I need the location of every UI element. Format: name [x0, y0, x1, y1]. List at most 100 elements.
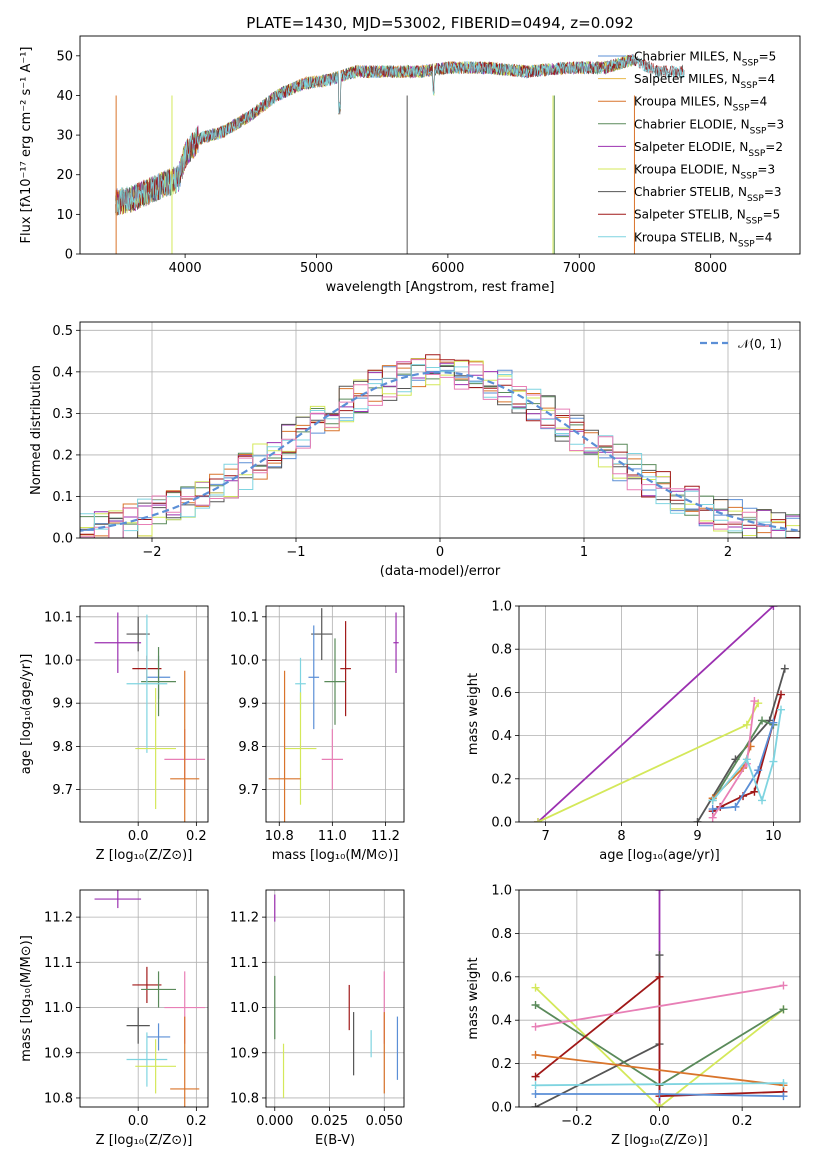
mass_vs_ebv-plot-area — [274, 894, 399, 1098]
mass-weight-marker — [531, 1072, 540, 1081]
spectrum-xtick-label: 7000 — [563, 261, 596, 276]
mass-weight-marker — [758, 716, 767, 725]
massweight_vs_Z-ytick-label: 0.4 — [491, 1014, 512, 1029]
massweight_vs_age-frame — [518, 605, 801, 823]
massweight_vs_age-ytick-label: 0.8 — [491, 643, 512, 658]
mass_vs_Z-plot-area — [94, 890, 206, 1107]
age_vs_mass-xtick-label: 10.8 — [265, 829, 294, 844]
mass_vs_ebv-frame — [265, 889, 405, 1108]
mass-weight-marker — [731, 802, 740, 811]
mass-weight-marker — [742, 755, 751, 764]
legend-label: Chabrier MILES, NSSP=5 — [634, 50, 776, 69]
spectrum-frame — [79, 35, 801, 255]
residuals-xtick-label: 1 — [580, 545, 588, 560]
mass-weight-marker — [769, 757, 778, 766]
spectrum-title: PLATE=1430, MJD=53002, FIBERID=0494, z=0… — [246, 14, 633, 32]
age_vs_Z-frame — [79, 605, 209, 823]
mass-weight-marker — [655, 951, 664, 960]
massweight_vs_Z-ylabel: mass weight — [466, 957, 481, 1039]
age_vs_Z-xlabel: Z [log₁₀(Z/Z⊙)] — [96, 848, 193, 863]
mass_vs_Z-ytick-label: 11.1 — [44, 956, 73, 971]
mass_vs_Z-ytick-label: 10.8 — [44, 1091, 73, 1106]
mass-weight-marker — [533, 818, 542, 822]
massweight_vs_Z-xtick-label: 0.0 — [649, 1114, 670, 1129]
mass_vs_Z-ytick-label: 11.0 — [44, 1001, 73, 1016]
residuals-ytick-label: 0.5 — [52, 324, 73, 339]
residuals-ytick-label: 0.2 — [52, 448, 73, 463]
spectrum-xlabel: wavelength [Angstrom, rest frame] — [326, 280, 555, 295]
age_vs_Z-ytick-label: 9.8 — [52, 740, 73, 755]
legend-label: 𝒩(0, 1) — [738, 337, 782, 351]
age_vs_mass-plot-area — [268, 608, 399, 822]
mass-weight-marker — [750, 787, 759, 796]
legend-label: Kroupa STELIB, NSSP=4 — [634, 230, 772, 249]
spectrum-ytick-label: 40 — [56, 89, 73, 104]
age_vs_Z-ytick-label: 9.7 — [52, 783, 73, 798]
massweight_vs_age-ytick-label: 0.0 — [491, 816, 512, 831]
age_vs_mass-xlabel: mass [log₁₀(M/M⊙)] — [272, 848, 399, 863]
legend-label: Salpeter MILES, NSSP=4 — [634, 72, 775, 91]
age_vs_mass-xtick-label: 11.0 — [318, 829, 347, 844]
massweight_vs_age-ytick-label: 0.4 — [491, 729, 512, 744]
residuals-ytick-label: 0.4 — [52, 365, 73, 380]
age_vs_Z-ytick-label: 9.9 — [52, 697, 73, 712]
mass-weight-marker — [708, 805, 717, 814]
mass-weight-line — [712, 722, 775, 810]
massweight_vs_age-ytick-label: 0.2 — [491, 772, 512, 787]
massweight_vs_age-ytick-label: 0.6 — [491, 686, 512, 701]
mass-weight-marker — [531, 1103, 540, 1107]
residuals-xtick-label: 0 — [436, 545, 444, 560]
massweight_vs_Z-ytick-label: 0.8 — [491, 927, 512, 942]
mass-weight-marker — [531, 983, 540, 992]
massweight_vs_age-xtick-label: 8 — [617, 829, 625, 844]
legend-label: Kroupa MILES, NSSP=4 — [634, 95, 767, 114]
mass-weight-marker — [655, 890, 664, 894]
massweight_vs_age-xlabel: age [log₁₀(age/yr)] — [599, 848, 720, 863]
spectrum-ytick-label: 30 — [56, 129, 73, 144]
mass_vs_ebv-xtick-label: 0.050 — [366, 1114, 403, 1129]
residuals-xtick-label: −2 — [142, 545, 161, 560]
massweight_vs_Z-xlabel: Z [log₁₀(Z/Z⊙)] — [611, 1133, 708, 1148]
spectrum-xtick-label: 8000 — [694, 261, 727, 276]
mass-weight-marker — [742, 720, 751, 729]
massweight_vs_Z-xtick-label: 0.2 — [732, 1114, 753, 1129]
mass-weight-marker — [754, 766, 763, 775]
spectrum-xtick-label: 6000 — [431, 261, 464, 276]
age_vs_mass-ytick-label: 9.8 — [238, 740, 259, 755]
mass-weight-marker — [655, 972, 664, 981]
residuals-xlabel: (data-model)/error — [380, 564, 501, 579]
mass-weight-marker — [777, 705, 786, 714]
mass-weight-line — [534, 974, 784, 1098]
legend-label: Salpeter ELODIE, NSSP=2 — [634, 140, 783, 159]
age_vs_mass-ytick-label: 10.0 — [230, 654, 259, 669]
mass-weight-marker — [708, 813, 717, 822]
mass-weight-marker — [779, 1092, 788, 1101]
mass-weight-marker — [780, 664, 789, 673]
massweight_vs_Z-ytick-label: 0.0 — [491, 1101, 512, 1116]
age_vs_Z-plot-area — [94, 612, 206, 822]
mass_vs_Z-ytick-label: 10.9 — [44, 1046, 73, 1061]
legend-label: Chabrier STELIB, NSSP=3 — [634, 185, 782, 204]
spectrum-line — [115, 55, 635, 215]
massweight_vs_Z-plot-area — [531, 890, 788, 1107]
spectrum-line — [115, 54, 685, 216]
residual-histogram — [80, 359, 800, 538]
mass_vs_ebv-ytick-label: 11.1 — [230, 956, 259, 971]
residuals-xtick-label: 2 — [724, 545, 732, 560]
mass-weight-marker — [777, 690, 786, 699]
mass-weight-line — [534, 986, 785, 1107]
mass-weight-marker — [531, 1001, 540, 1010]
mass-weight-marker — [779, 981, 788, 990]
mass_vs_Z-xtick-label: 0.0 — [128, 1114, 149, 1129]
mass_vs_Z-ylabel: mass [log₁₀(M/M⊙)] — [19, 935, 34, 1062]
mass_vs_ebv-xlabel: E(B-V) — [315, 1133, 355, 1148]
legend-label: Kroupa ELODIE, NSSP=3 — [634, 163, 775, 182]
mass-weight-line — [712, 694, 782, 812]
age_vs_mass-frame — [265, 605, 405, 823]
mass-weight-marker — [531, 1022, 540, 1031]
spectrum-line — [115, 54, 635, 216]
spectrum-xtick-label: 4000 — [169, 261, 202, 276]
spectrum-line — [115, 54, 635, 211]
spectrum-ytick-label: 50 — [56, 49, 73, 64]
residuals-ytick-label: 0.0 — [52, 532, 73, 547]
